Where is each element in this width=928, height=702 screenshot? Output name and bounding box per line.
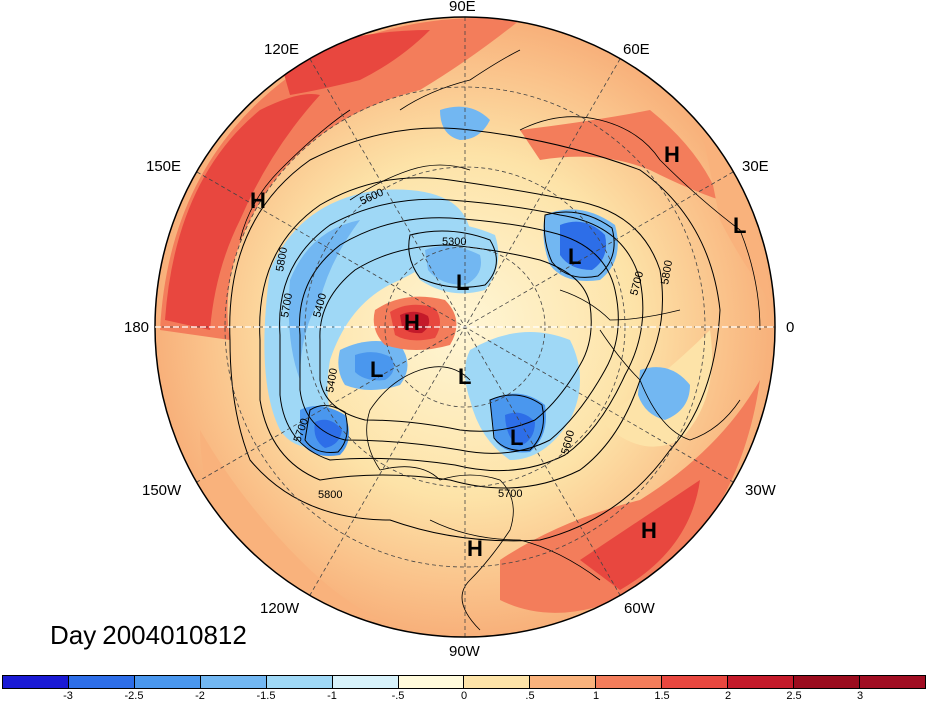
colorbar-segment bbox=[398, 676, 465, 688]
coastlines bbox=[239, 49, 761, 631]
colorbar-tick-label: -.5 bbox=[391, 690, 405, 702]
colorbar bbox=[2, 675, 926, 689]
colorbar-tick-label: -2.5 bbox=[124, 690, 144, 702]
colorbar-segment bbox=[3, 676, 69, 688]
longitude-label-90w: 90W bbox=[449, 643, 480, 660]
pressure-center-high: H bbox=[250, 188, 266, 213]
longitude-label-180: 180 bbox=[124, 319, 150, 336]
contour-label: 5800 bbox=[318, 489, 342, 501]
pressure-center-low: L bbox=[510, 425, 523, 450]
contour-label: 5300 bbox=[442, 236, 466, 248]
longitude-label-30e: 30E bbox=[742, 158, 769, 175]
colorbar-segment bbox=[200, 676, 267, 688]
colorbar-tick-label: -1.5 bbox=[256, 690, 276, 702]
longitude-label-150w: 150W bbox=[142, 482, 182, 499]
pressure-center-low: L bbox=[370, 357, 383, 382]
longitude-label-0: 0 bbox=[786, 319, 795, 336]
colorbar-segment bbox=[332, 676, 399, 688]
colorbar-tick-label: -2 bbox=[195, 690, 205, 702]
colorbar-tick-label: 2 bbox=[724, 690, 732, 702]
contour-label: 5800 bbox=[659, 259, 675, 285]
colorbar-tick-label: 3 bbox=[856, 690, 864, 702]
longitude-label-30w: 30W bbox=[745, 482, 776, 499]
colorbar-segment bbox=[794, 676, 860, 688]
longitude-label-120e: 120E bbox=[264, 41, 300, 58]
colorbar-tick-label: 1 bbox=[592, 690, 600, 702]
contour-label: 5700 bbox=[279, 292, 295, 318]
day-title-prefix: Day bbox=[50, 620, 97, 650]
contour-label: 5700 bbox=[498, 488, 522, 500]
pressure-center-low: L bbox=[733, 213, 746, 238]
pressure-center-low: L bbox=[458, 364, 471, 389]
longitude-label-60w: 60W bbox=[624, 600, 655, 617]
colorbar-tick-label: 1.5 bbox=[654, 690, 670, 702]
longitude-label-60e: 60E bbox=[623, 41, 650, 58]
colorbar-segment bbox=[859, 676, 925, 688]
colorbar-segment bbox=[596, 676, 663, 688]
colorbar-segment bbox=[530, 676, 597, 688]
colorbar-tick-label: 2.5 bbox=[786, 690, 802, 702]
colorbar-tick-label: -3 bbox=[63, 690, 73, 702]
colorbar-segment bbox=[134, 676, 201, 688]
colorbar-segment bbox=[464, 676, 531, 688]
pressure-center-low: L bbox=[456, 270, 469, 295]
colorbar-tick-label: 0 bbox=[460, 690, 468, 702]
colorbar-tick-label: .5 bbox=[525, 690, 535, 702]
pressure-center-high: H bbox=[467, 536, 483, 561]
colorbar-tick-label: -1 bbox=[327, 690, 337, 702]
longitude-label-150e: 150E bbox=[146, 158, 182, 175]
pressure-center-low: L bbox=[568, 244, 581, 269]
pressure-center-high: H bbox=[641, 518, 657, 543]
height-contours bbox=[229, 127, 721, 542]
colorbar-segment bbox=[266, 676, 333, 688]
contour-label: 5800 bbox=[274, 246, 290, 272]
colorbar-segment bbox=[68, 676, 135, 688]
anomaly-field bbox=[155, 17, 775, 637]
colorbar-segment bbox=[662, 676, 729, 688]
longitude-label-120w: 120W bbox=[260, 600, 300, 617]
contour-label: 5400 bbox=[324, 367, 340, 393]
pressure-centers: H H L L L H L L L H H bbox=[250, 142, 746, 561]
longitude-label-90e: 90E bbox=[449, 0, 476, 15]
day-title: Day 2004010812 bbox=[50, 620, 253, 651]
pressure-center-high: H bbox=[404, 310, 420, 335]
day-title-value: 2004010812 bbox=[102, 620, 247, 650]
pressure-center-high: H bbox=[664, 142, 680, 167]
colorbar-segment bbox=[728, 676, 795, 688]
